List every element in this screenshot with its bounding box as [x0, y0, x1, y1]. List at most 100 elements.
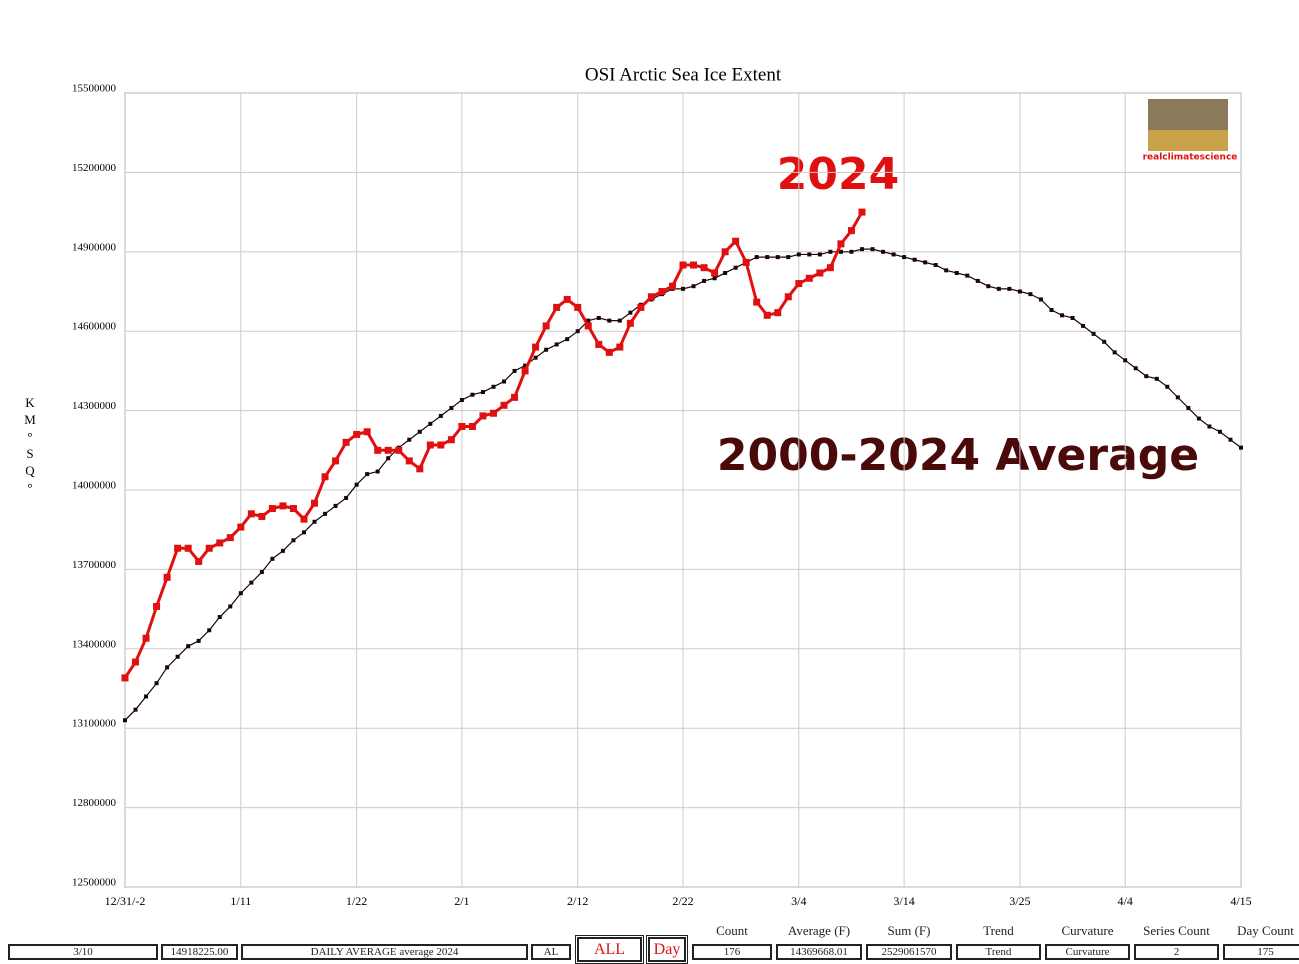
stat-label: Day Count	[1237, 923, 1294, 938]
data-point	[575, 329, 580, 334]
stat-value[interactable]: Curvature	[1045, 944, 1130, 960]
data-point	[774, 309, 782, 317]
data-point	[174, 544, 182, 552]
data-point	[438, 413, 443, 418]
data-point	[902, 255, 907, 260]
data-point	[1175, 395, 1180, 400]
data-point	[186, 644, 191, 649]
al-field[interactable]: AL	[531, 944, 571, 960]
data-point	[133, 707, 138, 712]
y-tick-label: 12800000	[72, 797, 117, 809]
data-point	[405, 457, 413, 465]
data-point	[1207, 424, 1212, 429]
data-point	[458, 422, 466, 430]
stat-value[interactable]: 175	[1223, 944, 1299, 960]
data-point	[859, 247, 864, 252]
stat-value[interactable]: 176	[692, 944, 772, 960]
y-axis-label: KM°SQ°	[23, 395, 38, 497]
chart: OSI Arctic Sea Ice Extent KM°SQ° realcli…	[23, 64, 1252, 908]
stat-value[interactable]: 2529061570	[866, 944, 952, 960]
stat-value[interactable]: Trend	[956, 944, 1041, 960]
data-point	[1165, 384, 1170, 389]
data-point	[605, 348, 613, 356]
data-point	[544, 347, 549, 352]
x-tick-label: 2/1	[454, 894, 469, 908]
data-point	[626, 319, 634, 327]
data-point	[132, 658, 140, 666]
annotation: 2024	[777, 149, 899, 200]
stat-value[interactable]: 14369668.01	[776, 944, 862, 960]
data-point	[459, 398, 464, 403]
value-field[interactable]: 14918225.00	[161, 944, 238, 960]
x-tick-label: 2/22	[672, 894, 693, 908]
data-point	[775, 255, 780, 260]
data-point	[511, 393, 519, 401]
x-tick-label: 12/31/-2	[105, 894, 146, 908]
data-point	[816, 269, 824, 277]
data-point	[480, 390, 485, 395]
data-point	[1123, 358, 1128, 363]
x-tick-label: 1/22	[346, 894, 367, 908]
data-point	[837, 240, 845, 248]
data-point	[617, 318, 622, 323]
data-point	[944, 268, 949, 273]
x-tick-label: 3/25	[1009, 894, 1030, 908]
data-point	[217, 615, 222, 620]
data-point	[312, 519, 317, 524]
data-point	[268, 505, 276, 513]
data-point	[923, 260, 928, 265]
data-point	[754, 255, 759, 260]
data-point	[858, 208, 866, 216]
data-point	[574, 303, 582, 311]
data-point	[765, 255, 770, 260]
data-point	[342, 438, 350, 446]
data-point	[237, 523, 245, 531]
data-point	[1102, 339, 1107, 344]
data-point	[270, 556, 275, 561]
data-point	[565, 337, 570, 342]
y-tick-label: 14600000	[72, 321, 117, 333]
data-point	[154, 681, 159, 686]
data-point	[742, 258, 750, 266]
data-point	[175, 654, 180, 659]
data-point	[1154, 376, 1159, 381]
data-point	[954, 270, 959, 275]
data-point	[711, 269, 719, 277]
date-field[interactable]: 3/10	[8, 944, 158, 960]
all-button[interactable]: ALL	[575, 935, 644, 964]
data-point	[563, 295, 571, 303]
stat-value[interactable]: 2	[1134, 944, 1219, 960]
data-point	[1217, 429, 1222, 434]
data-point	[554, 342, 559, 347]
data-point	[881, 249, 886, 254]
data-point	[763, 311, 771, 319]
data-point	[658, 288, 666, 295]
data-point	[301, 530, 306, 535]
y-tick-label: 14000000	[72, 480, 117, 492]
data-point	[205, 544, 213, 552]
data-point	[596, 315, 601, 320]
day-button[interactable]: Day	[646, 935, 688, 964]
data-point	[996, 286, 1001, 291]
y-tick-label: 14900000	[72, 241, 117, 253]
data-point	[700, 264, 708, 272]
data-point	[437, 441, 445, 449]
data-point	[679, 261, 687, 269]
data-point	[691, 284, 696, 289]
data-point	[986, 284, 991, 289]
data-point	[216, 539, 224, 547]
data-point	[637, 303, 645, 311]
data-point	[532, 343, 540, 351]
data-point	[354, 482, 359, 487]
stat-label: Trend	[983, 923, 1014, 938]
data-point	[826, 264, 834, 272]
data-point	[207, 628, 212, 633]
data-point	[226, 534, 234, 542]
data-point	[500, 401, 508, 409]
data-point	[796, 252, 801, 257]
logo-image-ground	[1148, 130, 1228, 151]
data-point	[690, 261, 698, 269]
data-point	[933, 263, 938, 268]
series-field[interactable]: DAILY AVERAGE average 2024	[241, 944, 528, 960]
x-tick-label: 2/12	[567, 894, 588, 908]
